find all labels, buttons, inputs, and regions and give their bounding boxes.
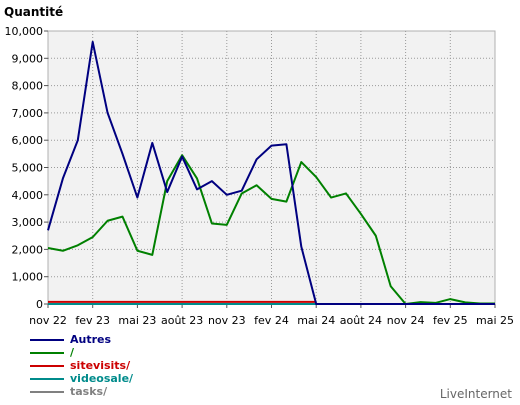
y-tick-label: 7,000 <box>12 107 44 120</box>
legend-label: sitevisits/ <box>70 359 131 372</box>
x-tick-label: mai 24 <box>297 314 335 327</box>
series-line <box>47 40 495 305</box>
y-tick-label: 1,000 <box>12 271 44 284</box>
legend-label: / <box>70 346 75 359</box>
x-tick-label: nov 22 <box>29 314 67 327</box>
legend-item: tasks/ <box>30 385 133 398</box>
x-tick-label: fev 25 <box>433 314 468 327</box>
series-line <box>47 154 495 305</box>
y-tick-label: 9,000 <box>12 52 44 65</box>
legend-item: videosale/ <box>30 372 133 385</box>
legend-swatch <box>30 390 64 393</box>
chart-legend: Autres / sitevisits/videosale/tasks/ <box>30 333 133 398</box>
x-tick-label: août 23 <box>161 314 203 327</box>
x-tick-label: nov 23 <box>208 314 246 327</box>
y-tick-label: 0 <box>36 298 43 311</box>
y-tick-label: 4,000 <box>12 189 44 202</box>
y-tick-label: 5,000 <box>12 162 44 175</box>
legend-item: sitevisits/ <box>30 359 133 372</box>
legend-label: videosale/ <box>70 372 134 385</box>
x-tick-label: août 24 <box>340 314 382 327</box>
y-axis-title: Quantité <box>4 5 63 19</box>
legend-swatch <box>30 377 64 380</box>
y-tick-label: 6,000 <box>12 134 44 147</box>
legend-swatch <box>30 351 64 354</box>
brand-label: LiveInternet <box>439 387 512 401</box>
legend-label: Autres <box>70 333 112 346</box>
legend-item: / <box>30 346 133 359</box>
y-tick-label: 8,000 <box>12 80 44 93</box>
legend-swatch <box>30 364 64 367</box>
y-tick-label: 2,000 <box>12 243 44 256</box>
x-tick-label: mai 25 <box>476 314 514 327</box>
y-tick-label: 3,000 <box>12 216 44 229</box>
x-tick-label: nov 24 <box>387 314 425 327</box>
legend-item: Autres <box>30 333 133 346</box>
legend-label: tasks/ <box>70 385 108 398</box>
x-tick-label: fev 24 <box>254 314 289 327</box>
x-tick-label: fev 23 <box>75 314 110 327</box>
plot-area <box>47 30 496 305</box>
legend-swatch <box>30 338 64 341</box>
y-tick-label: 10,000 <box>5 25 44 38</box>
x-tick-label: mai 23 <box>118 314 156 327</box>
